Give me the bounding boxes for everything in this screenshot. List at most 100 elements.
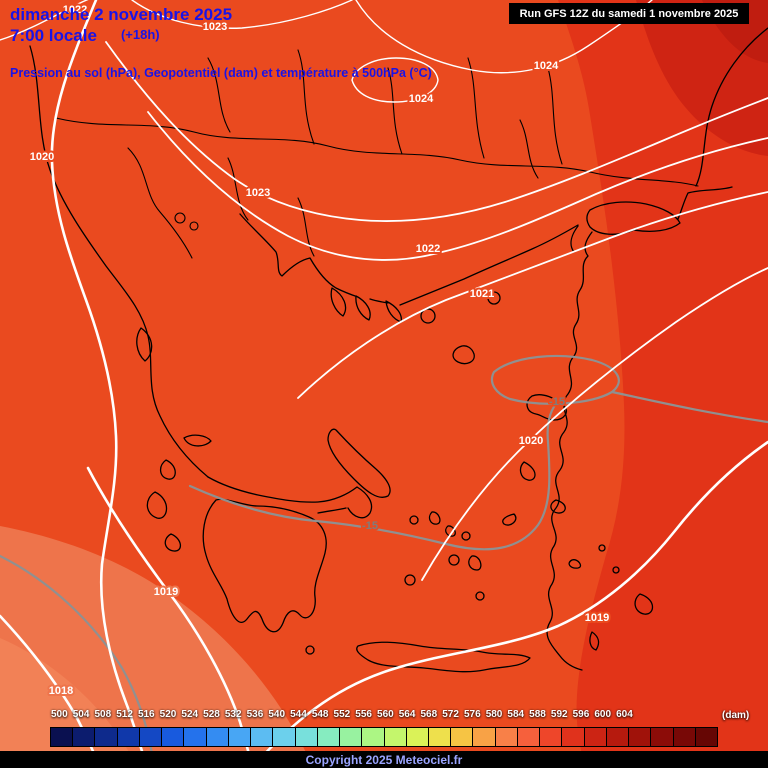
isobar-line-1022-top [0, 0, 89, 41]
scale-tick-label: 516 [137, 709, 155, 720]
copyright-bar: Copyright 2025 Meteociel.fr [0, 751, 768, 768]
isobar-label: 1019 [154, 586, 178, 598]
isobar-line-1020-west [50, 0, 149, 768]
isobar-label: 1018 [49, 685, 73, 697]
scale-cell [517, 728, 541, 746]
map-subtitle: Pression au sol (hPa), Geopotentiel (dam… [10, 66, 432, 80]
scale-tick-label: 588 [529, 709, 546, 720]
scale-tick-label: 520 [159, 709, 177, 720]
scale-cell [73, 728, 96, 746]
scale-tick-label: 548 [311, 709, 329, 720]
scale-tick-label: 552 [333, 709, 351, 720]
scale-cell [384, 728, 407, 746]
scale-tick-label: 584 [507, 709, 525, 720]
temperature-label: -15 [362, 520, 378, 532]
scale-cell [428, 728, 452, 746]
scale-cell [51, 728, 74, 746]
scale-cell [206, 728, 229, 746]
isobar-label: 1020 [30, 151, 54, 163]
temperature-contour-long [188, 398, 562, 551]
scale-cell [584, 728, 607, 746]
scale-tick-label: 560 [377, 709, 394, 720]
isobar-line-1023-mid [105, 41, 768, 222]
isobar-label: 1023 [203, 21, 227, 33]
local-time: 7:00 locale [10, 26, 97, 46]
isobar-label: 1020 [519, 435, 543, 447]
scale-cell [495, 728, 518, 746]
forecast-offset: (+18h) [120, 27, 160, 43]
scale-tick-label: 512 [116, 709, 133, 720]
scale-cell [117, 728, 140, 746]
isobar-line-1024-loop [351, 57, 439, 103]
scale-tick-label: 532 [224, 709, 242, 720]
borders-and-rivers [55, 49, 699, 259]
coastline-islands [136, 291, 654, 673]
isobar-label: 1024 [534, 60, 559, 72]
scale-tick-label: 540 [268, 709, 286, 720]
isobar-label: 1024 [409, 93, 434, 105]
isobar-line-1022-mid [147, 111, 768, 261]
scale-tick-label: 536 [246, 709, 264, 720]
scale-tick-label: 592 [550, 709, 568, 720]
scale-cell [473, 728, 496, 746]
scale-cell [695, 728, 718, 746]
scale-tick-label: 564 [398, 709, 416, 720]
scale-tick-label: 576 [463, 709, 481, 720]
scale-cell [651, 728, 674, 746]
scale-tick-label: 500 [51, 709, 68, 720]
copyright-text: Copyright 2025 Meteociel.fr [305, 752, 463, 767]
scale-cell [540, 728, 563, 746]
scale-tick-label: 508 [94, 709, 112, 720]
isobar-label: 1022 [63, 4, 87, 16]
scale-cell [273, 728, 296, 746]
temperature-label: -15 [549, 396, 565, 408]
scale-cell [606, 728, 630, 746]
scale-tick-label: 556 [355, 709, 372, 720]
isobar-line-1021-mid [297, 191, 768, 399]
isobar-line-1024-top [355, 0, 653, 74]
scale-cell [251, 728, 274, 746]
run-info-box: Run GFS 12Z du samedi 1 novembre 2025 [509, 3, 749, 24]
color-scale-bar [50, 727, 718, 747]
scale-cell [95, 728, 118, 746]
map-header: dimanche 2 novembre 2025 7:00 locale (+18… [10, 5, 232, 47]
scale-tick-label: 524 [181, 709, 199, 720]
scale-cell [295, 728, 318, 746]
scale-cell [673, 728, 696, 746]
scale-cell [162, 728, 185, 746]
coastline-adriatic-albania [29, 45, 209, 478]
scale-tick-label: 596 [572, 709, 590, 720]
temperature-contour-east [610, 390, 768, 424]
scale-cell [562, 728, 585, 746]
isobar-label: 1021 [470, 288, 494, 300]
scale-cell [184, 728, 207, 746]
scale-cell [317, 728, 341, 746]
scale-tick-label: 504 [72, 709, 90, 720]
scale-cell [629, 728, 652, 746]
coastline-turkey-marmara [546, 27, 768, 671]
scale-tick-label: 568 [420, 709, 438, 720]
scale-tick-label: 600 [594, 709, 612, 720]
scale-cell [406, 728, 429, 746]
scale-tick-label: 604 [616, 709, 633, 720]
isobar-line-1023-top [131, 0, 353, 29]
scale-tick-label: 544 [290, 709, 307, 720]
isobar-label: 1019 [585, 612, 609, 624]
scale-cell [228, 728, 252, 746]
isobar-line-1020-mid [421, 267, 768, 581]
scale-ticks: 500 504 508 512 516 520 524 528 532 536 540 544 548 5… [51, 709, 633, 720]
time-text: 7:00 locale (+18h) [10, 25, 232, 47]
scale-cell [451, 728, 474, 746]
geopotential-region-red [558, 0, 768, 768]
scale-unit: (dam) [722, 710, 750, 721]
isobar-label: 1023 [246, 187, 270, 199]
scale-tick-label: 572 [442, 709, 459, 720]
date-text: dimanche 2 novembre 2025 [10, 5, 233, 24]
isobar-label: 1022 [416, 243, 440, 255]
scale-tick-label: 528 [203, 709, 220, 720]
scale-cell [139, 728, 163, 746]
scale-cell [362, 728, 385, 746]
scale-cell [340, 728, 363, 746]
scale-tick-label: 580 [485, 709, 503, 720]
